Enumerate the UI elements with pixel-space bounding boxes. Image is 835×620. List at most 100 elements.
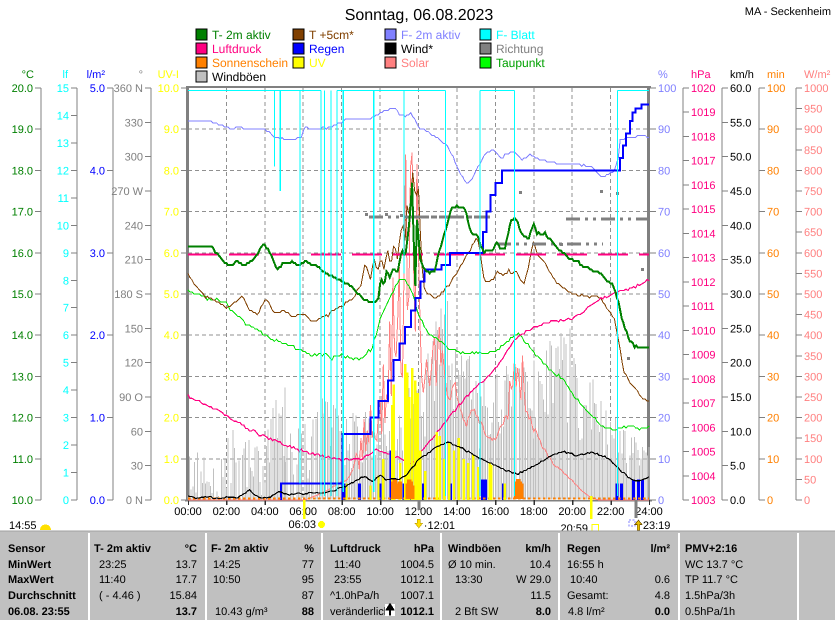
svg-text:14:25: 14:25 [213,559,241,571]
svg-text:300: 300 [125,152,143,164]
svg-text:45.0: 45.0 [730,186,751,198]
svg-text:Regen: Regen [567,543,601,555]
svg-text:180 S: 180 S [114,289,143,301]
svg-text:18:00: 18:00 [520,506,548,518]
svg-text:UV: UV [309,56,326,70]
svg-text:2.0: 2.0 [90,330,105,342]
svg-text:70: 70 [658,207,670,219]
svg-text:1007: 1007 [691,398,715,410]
svg-text:19.0: 19.0 [12,124,33,136]
svg-text:06.08. 23:55: 06.08. 23:55 [8,606,70,618]
svg-text:0.0: 0.0 [730,495,745,507]
svg-text:15.84: 15.84 [169,590,197,602]
svg-text:13:30: 13:30 [455,574,483,586]
svg-text:%: % [658,69,668,81]
svg-text:4.8 l/m²: 4.8 l/m² [568,606,605,618]
svg-text:Luftdruck: Luftdruck [212,42,262,56]
svg-text:10: 10 [767,454,779,466]
svg-text:W 29.0: W 29.0 [516,574,551,586]
svg-text:400: 400 [804,330,822,342]
svg-text:km/h: km/h [525,543,551,555]
svg-text:1.0: 1.0 [90,413,105,425]
svg-text:450: 450 [804,310,822,322]
svg-text:20: 20 [767,413,779,425]
svg-text:UV-I: UV-I [158,69,179,81]
svg-text:80: 80 [767,165,779,177]
svg-text:W/m²: W/m² [804,69,831,81]
svg-text:700: 700 [804,207,822,219]
svg-text:11.5: 11.5 [530,590,551,602]
svg-text:25.0: 25.0 [730,323,751,335]
svg-text:16:00: 16:00 [482,506,510,518]
svg-text:Sensor: Sensor [8,543,46,555]
svg-text:1012.1: 1012.1 [400,606,434,618]
svg-text:1000: 1000 [804,83,828,95]
svg-text:40.0: 40.0 [730,220,751,232]
svg-text:1008: 1008 [691,374,715,386]
svg-text:F- Blatt: F- Blatt [496,28,535,42]
svg-text:6: 6 [63,330,69,342]
svg-text:20: 20 [658,413,670,425]
svg-text:10: 10 [658,454,670,466]
svg-text:360 N: 360 N [114,83,143,95]
svg-text:1013: 1013 [691,253,715,265]
svg-text:16:55 h: 16:55 h [567,559,604,571]
svg-text:MinWert: MinWert [8,559,52,571]
svg-text:1020: 1020 [691,83,715,95]
svg-text:11:40: 11:40 [99,574,126,586]
svg-text:5: 5 [63,358,69,370]
svg-text:1004.5: 1004.5 [400,559,434,571]
svg-text:1.0: 1.0 [164,454,179,466]
svg-text:20:00: 20:00 [558,506,586,518]
svg-text:Richtung: Richtung [496,42,543,56]
svg-text:1016: 1016 [691,180,715,192]
svg-text:°C: °C [22,69,34,81]
svg-text:100: 100 [658,83,676,95]
svg-text:40: 40 [658,330,670,342]
svg-text:5.0: 5.0 [730,461,745,473]
svg-text:14:55: 14:55 [9,520,37,532]
svg-text:550: 550 [804,268,822,280]
svg-text:22:00: 22:00 [597,506,625,518]
svg-text:1004: 1004 [691,471,715,483]
svg-text:0.0: 0.0 [164,495,179,507]
svg-text:0: 0 [767,495,773,507]
svg-text:50: 50 [767,289,779,301]
svg-text:100: 100 [804,454,822,466]
svg-text:hPa: hPa [414,543,435,555]
svg-text:50: 50 [804,474,816,486]
svg-text:330: 330 [125,117,143,129]
svg-text:600: 600 [804,248,822,260]
svg-text:10.0: 10.0 [730,426,751,438]
svg-text:90: 90 [767,124,779,136]
svg-text:11.0: 11.0 [12,454,33,466]
svg-text:4.0: 4.0 [164,330,179,342]
svg-text:35.0: 35.0 [730,255,751,267]
svg-text:10:40: 10:40 [570,574,598,586]
svg-text:60.0: 60.0 [730,83,751,95]
svg-text:1012.1: 1012.1 [400,574,434,586]
svg-text:F- 2m aktiv: F- 2m aktiv [211,543,269,555]
svg-text:12:00: 12:00 [405,506,433,518]
svg-text:Sonntag, 06.08.2023: Sonntag, 06.08.2023 [345,7,494,24]
svg-text:15.0: 15.0 [730,392,751,404]
svg-text:00:00: 00:00 [174,506,202,518]
svg-text:·12:01: ·12:01 [424,520,455,532]
svg-text:150: 150 [125,323,143,335]
svg-text:18.0: 18.0 [12,165,33,177]
svg-text:9: 9 [63,248,69,260]
svg-text:10.0: 10.0 [12,495,33,507]
svg-text:TP 11.7 °C: TP 11.7 °C [685,574,738,586]
svg-text:2: 2 [63,440,69,452]
svg-text:95: 95 [302,574,314,586]
svg-text:%: % [304,543,314,555]
svg-text:0: 0 [658,495,664,507]
svg-text:23:25: 23:25 [99,559,127,571]
svg-text:30: 30 [658,371,670,383]
svg-text:15: 15 [57,83,69,95]
svg-text:6.0: 6.0 [164,248,179,260]
svg-text:Taupunkt: Taupunkt [496,56,545,70]
svg-text:17.0: 17.0 [12,207,33,219]
svg-text:Durchschnitt: Durchschnitt [8,590,76,602]
svg-text:11:40: 11:40 [334,559,361,571]
